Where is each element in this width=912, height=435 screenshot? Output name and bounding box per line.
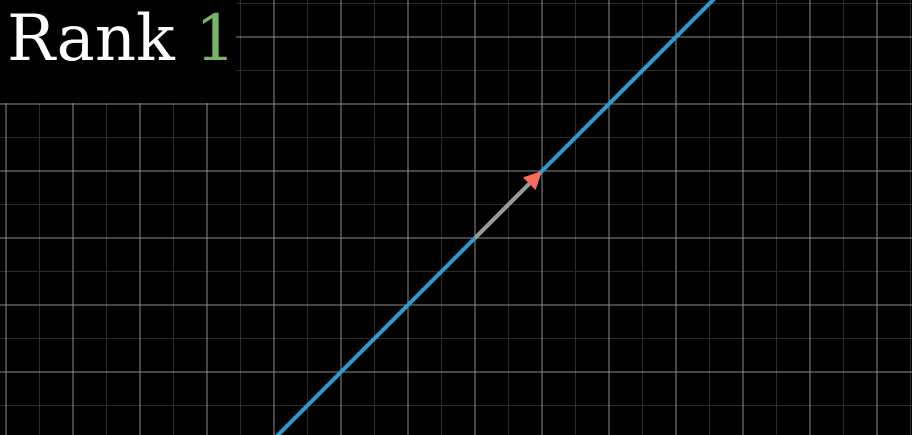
title-panel: Rank 1 bbox=[0, 0, 236, 103]
rank-title: Rank 1 bbox=[7, 0, 236, 84]
rank-word: Rank bbox=[7, 2, 175, 76]
rank-value: 1 bbox=[195, 2, 236, 76]
vector-shaft bbox=[473, 182, 531, 240]
vector-arrowhead bbox=[522, 171, 542, 191]
